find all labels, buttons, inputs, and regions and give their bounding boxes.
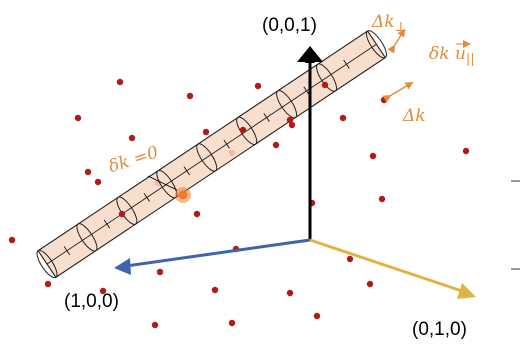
lattice-point [8,236,16,244]
lattice-point [193,210,201,218]
lattice-point [186,92,194,100]
axis-z-label: (0,0,1) [262,15,317,36]
axis-z-head [297,46,323,62]
lattice-point [346,255,354,263]
delta-k-direction-text: δk u [429,44,466,64]
delta-k-zero-label: δk =0 [106,142,161,177]
lattice-point [313,312,321,320]
lattice-point [286,289,294,297]
cylinder-points [118,81,329,218]
lattice-point [94,178,102,186]
delta-k-arrow [382,81,414,103]
lattice-point [84,168,92,176]
perp-symbol: ⊥ [395,20,407,35]
lattice-point [288,121,296,129]
lattice-point [272,141,280,149]
lattice-point [151,321,159,329]
lattice-point [321,81,329,89]
lattice-point [462,147,470,155]
axis-y-head [457,283,476,299]
highlighted-point [175,187,191,203]
lattice-point [116,78,124,86]
lattice-point [44,280,52,288]
lattice-point [156,268,164,276]
parallel-symbol: || [466,52,475,67]
axis-y-label: (0,1,0) [412,319,467,340]
cylinder-ticks [63,59,350,256]
delta-k-perp-text: Δk [371,12,395,32]
delta-k-direction-label: δk u|| [429,44,475,67]
delta-k-perp-label: Δk⊥ [371,12,407,35]
highlight-pointer [147,175,178,191]
cross-section [236,116,258,145]
lattice-point [286,116,294,124]
lattice-point [239,126,247,134]
sampling-cylinder [36,30,387,279]
lattice-point [202,128,210,136]
lattice-point [228,319,236,327]
axis-y-arrow [309,238,463,293]
cross-section [196,143,218,172]
axis-x-label: (1,0,0) [64,291,119,312]
lattice-point [339,114,347,122]
lattice-points [8,78,470,329]
cross-section [76,223,98,252]
axis-x-head [114,258,131,275]
lattice-point [366,280,374,288]
cross-section [316,63,338,92]
lattice-point [99,287,107,295]
delta-k-label: Δk [402,106,426,126]
lattice-point [211,286,219,294]
cylinder-end [365,30,387,59]
axis-x-arrow [125,238,311,268]
lattice-point [74,114,82,122]
lattice-point [254,82,262,90]
lattice-point [380,96,388,104]
lattice-point [118,210,126,218]
perp-width-arrow [387,28,406,54]
cylinder-end [36,249,58,279]
lattice-point [128,134,136,142]
lattice-point [378,195,386,203]
lattice-point [369,152,377,160]
